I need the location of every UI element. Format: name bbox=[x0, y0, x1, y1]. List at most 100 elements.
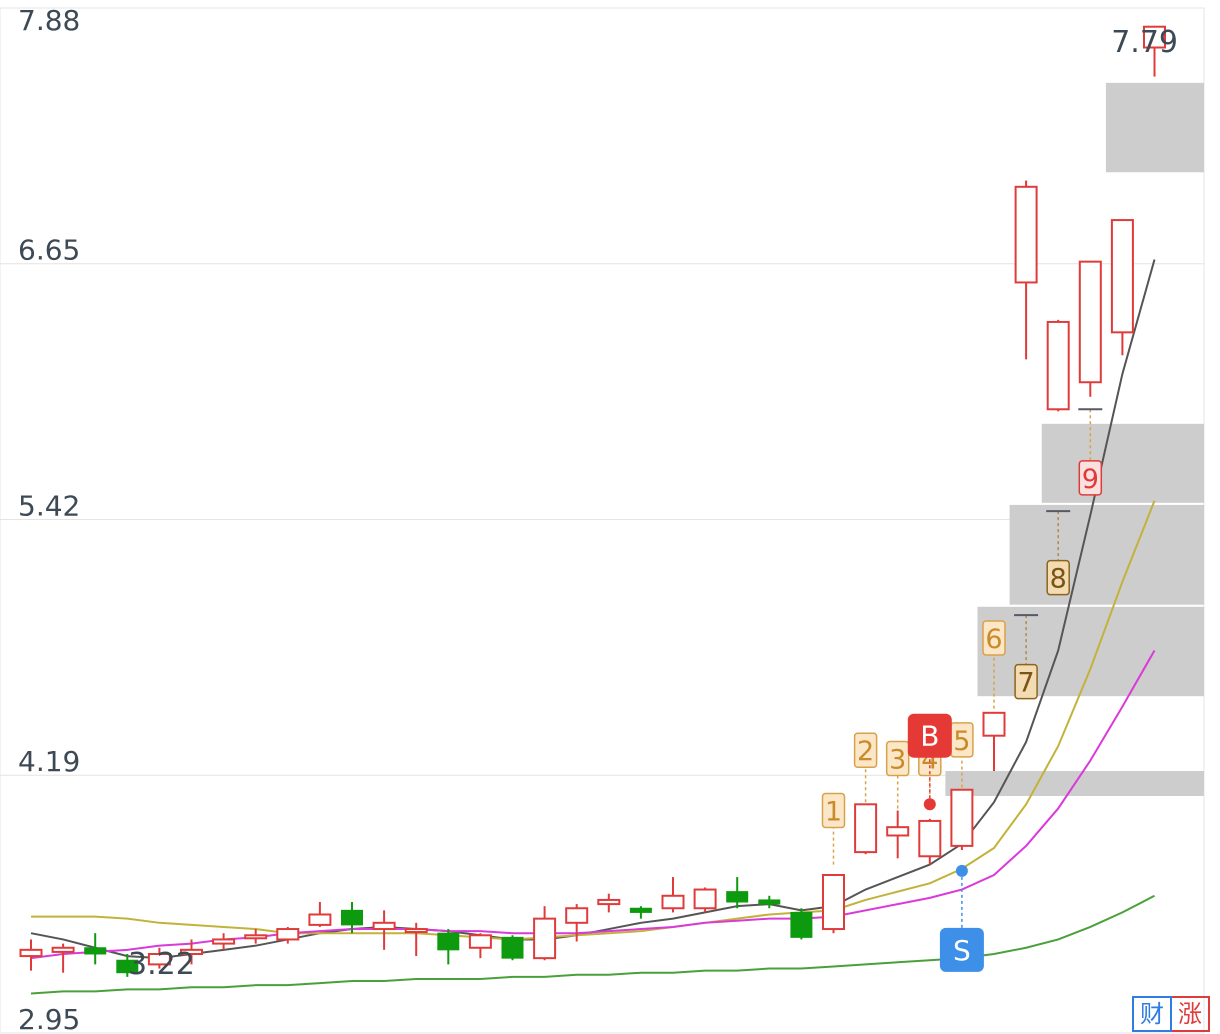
candle-body bbox=[726, 891, 749, 903]
y-tick-label: 2.95 bbox=[18, 1003, 80, 1034]
price-zone bbox=[1105, 82, 1204, 173]
candle bbox=[341, 902, 363, 934]
sequence-mark: 7 bbox=[1014, 614, 1039, 700]
candle bbox=[212, 933, 236, 950]
candle bbox=[822, 873, 845, 934]
sequence-badge bbox=[1078, 460, 1103, 496]
candle bbox=[950, 788, 974, 851]
candle bbox=[758, 895, 781, 909]
signal-badge bbox=[907, 713, 952, 758]
candle bbox=[1078, 260, 1102, 397]
signal-b: B bbox=[907, 713, 952, 811]
y-tick-label: 5.42 bbox=[18, 489, 80, 522]
signal-s: S bbox=[939, 864, 984, 972]
candle-body bbox=[437, 932, 460, 951]
sequence-label: 2 bbox=[857, 736, 874, 767]
candle bbox=[854, 803, 878, 855]
sequence-label: 6 bbox=[985, 624, 1002, 655]
signal-badge bbox=[939, 927, 984, 972]
grid bbox=[0, 7, 1205, 1034]
signal-dot bbox=[955, 864, 968, 877]
candle bbox=[116, 953, 139, 977]
sequence-mark: 8 bbox=[1046, 510, 1071, 596]
price-zone bbox=[1009, 504, 1204, 605]
sequence-mark: 5 bbox=[950, 722, 974, 788]
candle bbox=[918, 818, 942, 865]
candle bbox=[276, 926, 300, 944]
sequence-mark: 1 bbox=[821, 792, 846, 865]
candle bbox=[886, 810, 910, 859]
candle bbox=[693, 887, 717, 913]
candle bbox=[468, 933, 492, 959]
sequence-badge bbox=[885, 740, 910, 777]
signals: BS bbox=[907, 713, 984, 972]
candle bbox=[404, 922, 428, 957]
candle bbox=[372, 910, 396, 950]
candle-body bbox=[1046, 320, 1070, 411]
candle-body bbox=[918, 819, 942, 858]
candle bbox=[19, 939, 43, 971]
candle bbox=[533, 906, 557, 961]
candle-body bbox=[84, 947, 107, 955]
candle-body bbox=[372, 921, 396, 931]
price-zone bbox=[1041, 423, 1204, 503]
sequence-label: 7 bbox=[1018, 668, 1035, 699]
candle-body bbox=[1078, 260, 1102, 384]
candle-body bbox=[276, 928, 300, 941]
candle-body bbox=[629, 907, 652, 913]
signal-dot bbox=[923, 798, 936, 811]
sequence-label: 9 bbox=[1082, 464, 1099, 495]
candle-body bbox=[1014, 185, 1038, 284]
candle bbox=[51, 943, 75, 973]
price-zone bbox=[977, 606, 1204, 697]
candle-body bbox=[822, 873, 845, 931]
high-price-label: 7.79 bbox=[1111, 25, 1178, 60]
candle-body bbox=[854, 803, 878, 854]
candle-body bbox=[212, 938, 236, 945]
sequence-badge bbox=[853, 732, 878, 768]
candle bbox=[1143, 25, 1166, 77]
sequence-mark: 6 bbox=[982, 620, 1006, 709]
candle bbox=[565, 904, 589, 942]
sequence-label: 5 bbox=[953, 726, 970, 757]
candle-body bbox=[468, 934, 492, 949]
sequence-badge bbox=[821, 792, 846, 829]
low-price-label: 3.22 bbox=[128, 947, 195, 982]
candle-body bbox=[180, 948, 203, 955]
candle-body bbox=[597, 898, 621, 906]
candle-body bbox=[147, 952, 171, 966]
sequence-label: 1 bbox=[825, 797, 842, 828]
sequence-mark: 9 bbox=[1078, 408, 1103, 496]
candle bbox=[501, 935, 524, 961]
candle-body bbox=[982, 711, 1006, 737]
candle bbox=[1046, 319, 1070, 412]
candle bbox=[180, 939, 203, 965]
y-tick-label: 4.19 bbox=[18, 745, 80, 778]
candle bbox=[726, 877, 749, 909]
candle-body bbox=[244, 934, 268, 940]
sequence-mark: 3 bbox=[885, 740, 910, 809]
candle-body bbox=[661, 894, 685, 910]
candle bbox=[629, 906, 652, 919]
candle bbox=[1110, 219, 1134, 356]
candle bbox=[244, 929, 268, 944]
sequence-label: 3 bbox=[889, 745, 906, 776]
watermark: 财 涨 bbox=[1132, 996, 1210, 1032]
candle-body bbox=[693, 888, 717, 910]
candle bbox=[982, 711, 1006, 772]
sequence-badge bbox=[982, 620, 1006, 656]
candle bbox=[1014, 180, 1038, 360]
candle bbox=[597, 893, 621, 913]
candle-body bbox=[404, 928, 428, 934]
candle-body bbox=[565, 907, 589, 924]
candle-body bbox=[51, 946, 75, 953]
ma-line-4 bbox=[30, 894, 1155, 995]
candle-body bbox=[308, 913, 332, 926]
sequence-badge bbox=[1046, 559, 1070, 596]
candles bbox=[19, 25, 1166, 977]
candle bbox=[84, 933, 107, 965]
candle bbox=[437, 929, 460, 965]
candle-body bbox=[533, 917, 557, 960]
candle-body bbox=[758, 899, 781, 905]
signal-label: B bbox=[920, 720, 939, 753]
